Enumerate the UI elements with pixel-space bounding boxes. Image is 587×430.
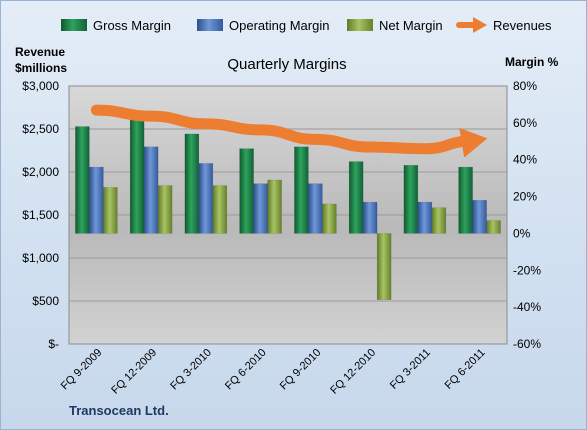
left-axis-ticks: $- $500 $1,000 $1,500 $2,000 $2,500 $3,000 bbox=[22, 79, 59, 351]
legend-label-operating-margin: Operating Margin bbox=[229, 18, 329, 33]
bar-operating-margin bbox=[89, 166, 104, 234]
revenue-line bbox=[90, 104, 478, 155]
right-tick-label: 40% bbox=[513, 153, 537, 167]
bar-operating-margin bbox=[308, 183, 323, 234]
legend-item-operating-margin: Operating Margin bbox=[197, 18, 329, 33]
bar-net-margin bbox=[103, 187, 118, 234]
x-tick-label: FQ 3-2010 bbox=[168, 347, 214, 393]
right-tick-label: 60% bbox=[513, 116, 537, 130]
legend-label-net-margin: Net Margin bbox=[379, 18, 443, 33]
legend-item-gross-margin: Gross Margin bbox=[61, 18, 171, 33]
bar-net-margin bbox=[267, 179, 282, 234]
right-tick-label: 20% bbox=[513, 190, 537, 204]
right-axis-ticks: -60% -40% -20% 0% 20% 40% 60% 80% bbox=[513, 79, 541, 351]
legend: Gross Margin Operating Margin Net Margin… bbox=[61, 17, 552, 33]
bar-operating-margin bbox=[417, 201, 433, 234]
bars bbox=[75, 118, 501, 301]
bar-net-margin bbox=[431, 207, 447, 234]
x-axis-ticks: FQ 9-2009 FQ 12-2009 FQ 3-2010 FQ 6-2010 FQ … bbox=[59, 347, 488, 397]
right-axis-title: Margin % bbox=[505, 55, 559, 69]
legend-item-revenues: Revenues bbox=[456, 17, 552, 33]
left-tick-label: $2,500 bbox=[22, 122, 59, 136]
legend-swatch-gross-margin bbox=[61, 19, 87, 31]
bar-gross-margin bbox=[239, 148, 254, 234]
bar-operating-margin bbox=[472, 200, 487, 234]
revenue-arrowhead bbox=[459, 127, 488, 158]
bar-gross-margin bbox=[75, 126, 90, 234]
x-tick-label: FQ 3-2011 bbox=[388, 347, 433, 392]
bar-gross-margin bbox=[184, 133, 200, 234]
bar-operating-margin bbox=[362, 201, 378, 234]
bar-operating-margin bbox=[198, 163, 214, 234]
left-axis-title-line1: Revenue bbox=[15, 45, 65, 59]
bar-net-margin bbox=[157, 185, 173, 234]
x-tick-label: FQ 6-2010 bbox=[223, 347, 269, 393]
left-tick-label: $1,000 bbox=[22, 251, 59, 265]
legend-arrowhead-revenues bbox=[473, 17, 487, 33]
bar-gross-margin bbox=[294, 146, 309, 234]
legend-label-gross-margin: Gross Margin bbox=[93, 18, 171, 33]
bar-gross-margin bbox=[458, 166, 473, 234]
left-tick-label: $1,500 bbox=[22, 208, 59, 222]
left-tick-label: $3,000 bbox=[22, 79, 59, 93]
bar-net-margin bbox=[486, 220, 501, 234]
x-tick-label: FQ 6-2011 bbox=[443, 347, 488, 392]
right-tick-label: -40% bbox=[513, 300, 541, 314]
bar-gross-margin bbox=[129, 118, 145, 234]
bar-operating-margin bbox=[143, 146, 159, 234]
bar-net-margin bbox=[376, 233, 392, 301]
right-tick-label: -20% bbox=[513, 263, 541, 277]
legend-swatch-operating-margin bbox=[197, 19, 223, 31]
right-tick-label: -60% bbox=[513, 337, 541, 351]
legend-item-net-margin: Net Margin bbox=[347, 18, 443, 33]
left-tick-label: $500 bbox=[32, 294, 59, 308]
right-tick-label: 80% bbox=[513, 79, 537, 93]
x-tick-label: FQ 12-2009 bbox=[109, 347, 159, 397]
left-axis-title-line2: $millions bbox=[15, 61, 67, 75]
revenue-arrow bbox=[90, 104, 488, 158]
right-tick-label: 0% bbox=[513, 226, 531, 240]
legend-swatch-net-margin bbox=[347, 19, 373, 31]
x-tick-label: FQ 9-2009 bbox=[59, 347, 105, 393]
footer-company: Transocean Ltd. bbox=[69, 403, 169, 418]
left-tick-label: $- bbox=[48, 337, 59, 351]
x-tick-label: FQ 9-2010 bbox=[278, 347, 324, 393]
bar-gross-margin bbox=[348, 161, 364, 234]
bar-gross-margin bbox=[403, 164, 419, 234]
x-tick-label: FQ 12-2010 bbox=[328, 347, 378, 397]
left-tick-label: $2,000 bbox=[22, 165, 59, 179]
legend-label-revenues: Revenues bbox=[493, 18, 552, 33]
bar-net-margin bbox=[322, 203, 337, 234]
chart-title: Quarterly Margins bbox=[227, 56, 346, 73]
bar-operating-margin bbox=[253, 183, 268, 234]
bar-net-margin bbox=[212, 185, 228, 234]
